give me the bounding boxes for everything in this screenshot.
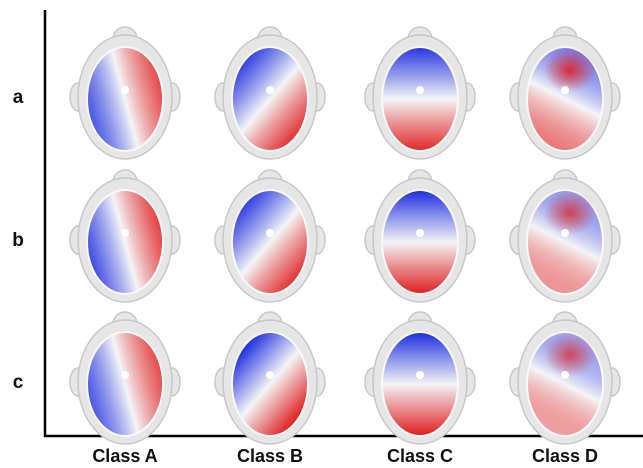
- center-electrode: [121, 86, 129, 94]
- center-electrode: [561, 86, 569, 94]
- topomap: [365, 27, 475, 159]
- potential-map: [88, 191, 162, 293]
- topomap: [365, 170, 475, 302]
- potential-map: [383, 333, 457, 435]
- center-electrode: [121, 229, 129, 237]
- column-label: Class A: [92, 446, 157, 466]
- potential-map: [88, 48, 162, 150]
- topomap: [215, 170, 325, 302]
- topomap: [215, 312, 325, 444]
- topomap: [510, 27, 620, 159]
- center-electrode: [266, 86, 274, 94]
- potential-map: [383, 191, 457, 293]
- potential-peak: [544, 48, 596, 92]
- topomap-grid: [70, 27, 620, 444]
- potential-map: [233, 333, 307, 435]
- center-electrode: [416, 86, 424, 94]
- topomap: [215, 27, 325, 159]
- row-label: a: [13, 87, 24, 108]
- center-electrode: [416, 371, 424, 379]
- topomap: [70, 312, 180, 444]
- center-electrode: [561, 229, 569, 237]
- figure: a b c Class A Class B Class C Class D: [0, 0, 643, 468]
- center-electrode: [561, 371, 569, 379]
- center-electrode: [266, 229, 274, 237]
- center-electrode: [121, 371, 129, 379]
- center-electrode: [266, 371, 274, 379]
- topomap: [510, 312, 620, 444]
- potential-map: [383, 48, 457, 150]
- column-label: Class C: [387, 446, 453, 466]
- topomap: [70, 170, 180, 302]
- topomap: [365, 312, 475, 444]
- row-label: b: [12, 230, 24, 251]
- potential-peak: [544, 333, 596, 377]
- potential-peak: [544, 191, 596, 235]
- row-label: c: [13, 372, 24, 393]
- potential-map: [233, 191, 307, 293]
- column-label: Class B: [237, 446, 303, 466]
- topomap: [70, 27, 180, 159]
- potential-map: [88, 333, 162, 435]
- center-electrode: [416, 229, 424, 237]
- topomap: [510, 170, 620, 302]
- potential-map: [233, 48, 307, 150]
- column-label: Class D: [532, 446, 598, 466]
